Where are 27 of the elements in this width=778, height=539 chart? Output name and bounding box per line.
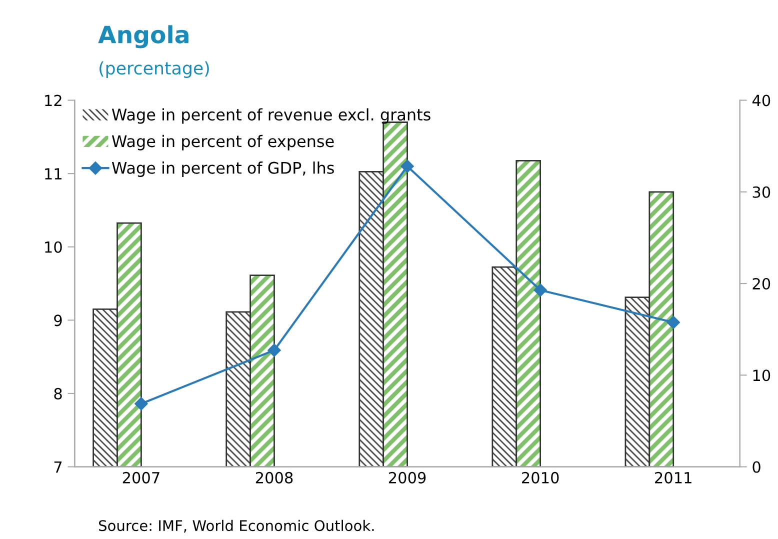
x-tick-label: 2011	[655, 472, 692, 484]
point	[666, 316, 680, 329]
legend-label: Wage in percent of GDP, lhs	[112, 162, 334, 177]
y2-tick-label: 10	[753, 370, 770, 382]
y-tick-label: 8	[54, 388, 62, 400]
point	[534, 284, 547, 297]
source-note: Source: IMF, World Economic Outlook.	[98, 520, 374, 533]
legend-label: Wage in percent of expense	[112, 134, 334, 150]
legend-label: Wage in percent of revenue excl. grants	[112, 108, 430, 124]
y2-tick-label: 0	[752, 461, 760, 473]
chart-subtitle: (percentage)	[100, 61, 209, 78]
y-tick-label: 7	[54, 461, 62, 473]
y-tick-label: 9	[54, 314, 62, 326]
y-tick-label: 11	[45, 168, 62, 180]
x-tick-label: 2009	[388, 472, 426, 484]
y-tick-label: 12	[45, 94, 62, 106]
point	[134, 397, 148, 410]
x-tick-label: 2007	[122, 472, 160, 484]
y2-tick-label: 20	[752, 278, 770, 290]
point	[400, 160, 414, 173]
x-tick-label: 2010	[522, 472, 559, 484]
y2-tick-label: 30	[752, 186, 770, 198]
y2-tick-label: 40	[752, 94, 770, 106]
chart-title: Angola	[98, 25, 188, 48]
x-tick-label: 2008	[256, 472, 293, 484]
point	[268, 344, 281, 357]
y-tick-label: 10	[45, 241, 62, 253]
